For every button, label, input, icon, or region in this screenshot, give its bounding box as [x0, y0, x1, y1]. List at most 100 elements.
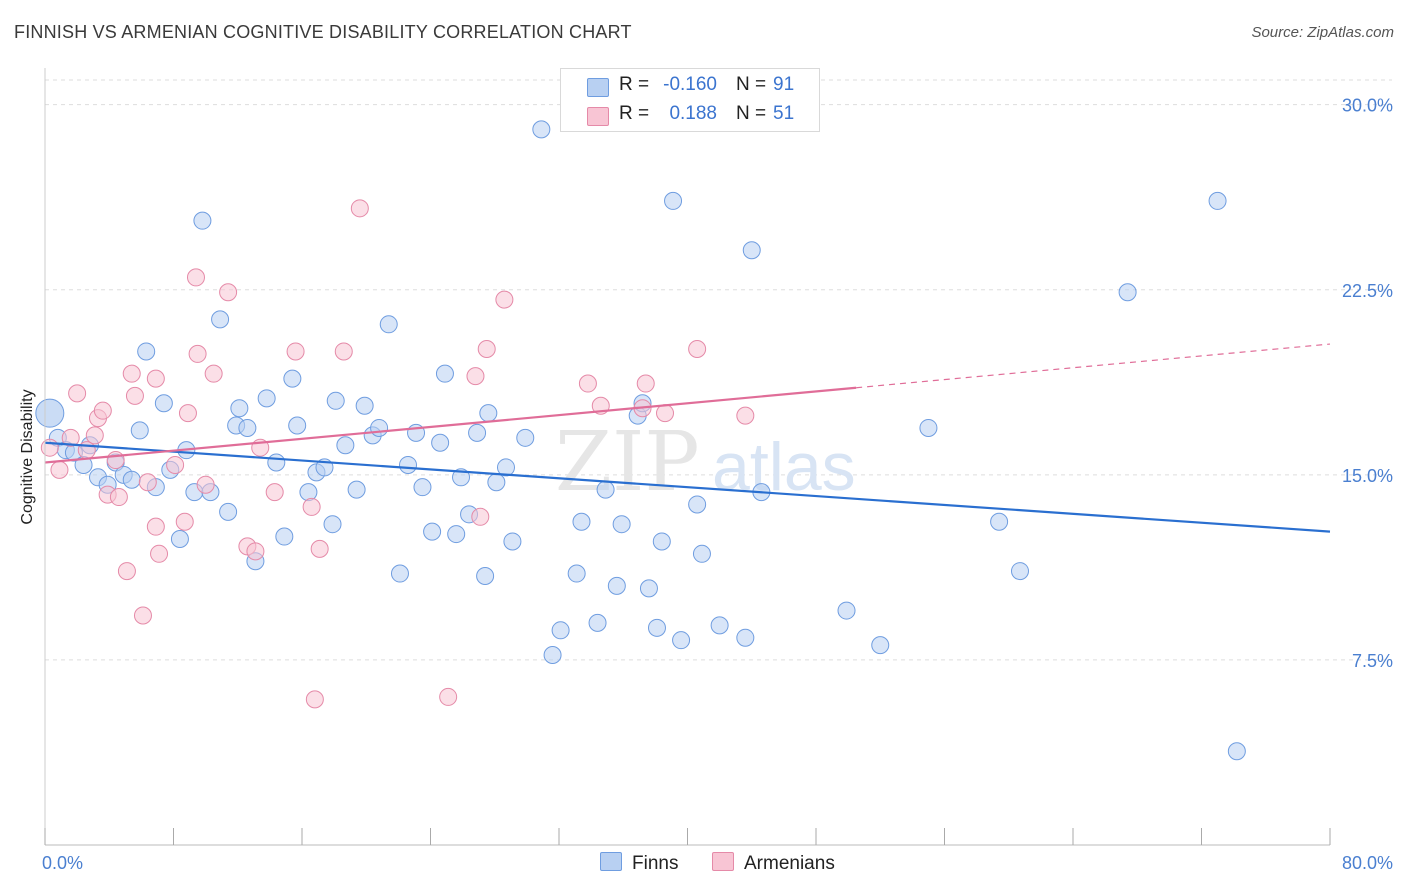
data-point	[154, 394, 173, 413]
data-point	[370, 418, 389, 437]
armenians-legend-swatch	[712, 852, 734, 871]
data-point	[286, 342, 305, 361]
data-point	[551, 621, 570, 640]
data-point	[219, 283, 238, 302]
data-point	[35, 398, 65, 428]
data-point	[379, 315, 398, 334]
correlation-legend: R = -0.160 N = 91 R = 0.188 N = 51	[560, 68, 820, 132]
armenians-legend-label: Armenians	[744, 853, 835, 874]
legend-n-label: N =	[736, 103, 767, 124]
grid: 7.5% 15.0% 22.5% 30.0%	[45, 79, 1393, 671]
trend-line	[44, 386, 857, 464]
bottom-legend-armenians: Armenians	[712, 852, 835, 875]
data-point	[495, 290, 514, 309]
data-point	[334, 342, 353, 361]
data-point	[479, 404, 498, 423]
x-tick-label-min: 0.0%	[42, 853, 83, 873]
y-tick-label: 15.0%	[1342, 466, 1393, 486]
data-point	[476, 567, 495, 586]
data-point	[133, 606, 152, 625]
legend-n-label: N =	[736, 74, 767, 95]
data-point	[390, 564, 409, 583]
legend-row-finns: R = -0.160 N = 91	[561, 71, 819, 101]
data-point	[399, 455, 418, 474]
data-point	[40, 438, 59, 457]
data-point	[246, 542, 265, 561]
data-point	[578, 374, 597, 393]
data-point	[672, 631, 691, 650]
data-point	[146, 369, 165, 388]
legend-n-value: 51	[773, 103, 795, 124]
data-point	[257, 389, 276, 408]
data-point	[238, 418, 257, 437]
data-point	[572, 512, 591, 531]
data-point	[175, 512, 194, 531]
data-point	[496, 458, 515, 477]
data-point	[471, 507, 490, 526]
data-point	[146, 517, 165, 536]
y-tick-label: 30.0%	[1342, 96, 1393, 116]
data-point	[219, 502, 238, 521]
data-point	[736, 406, 755, 425]
finns-legend-swatch	[600, 852, 622, 871]
data-point	[639, 579, 658, 598]
watermark-zip: ZIP	[555, 415, 700, 510]
data-point	[302, 497, 321, 516]
data-point	[652, 532, 671, 551]
data-point	[837, 601, 856, 620]
data-point	[688, 495, 707, 514]
data-point	[612, 515, 631, 534]
data-point	[122, 364, 141, 383]
data-point	[323, 515, 342, 534]
data-point	[413, 478, 432, 497]
data-point	[688, 339, 707, 358]
series-armenians	[40, 199, 755, 709]
data-point	[487, 473, 506, 492]
data-point	[1118, 283, 1137, 302]
data-point	[532, 120, 551, 139]
data-point	[656, 404, 675, 423]
data-point	[125, 386, 144, 405]
data-point	[305, 690, 324, 709]
legend-n-value: 91	[773, 74, 795, 95]
legend-r-label: R =	[619, 74, 650, 95]
data-point	[196, 475, 215, 494]
data-point	[265, 483, 284, 502]
data-point	[299, 483, 318, 502]
data-point	[543, 645, 562, 664]
data-point	[503, 532, 522, 551]
legend-row-armenians: R = 0.188 N = 51	[561, 100, 819, 130]
trend-line	[44, 441, 1331, 533]
data-point	[130, 421, 149, 440]
data-point	[336, 436, 355, 455]
data-point	[170, 530, 189, 548]
data-point	[93, 401, 112, 420]
data-point	[435, 364, 454, 383]
legend-r-value: 0.188	[669, 103, 717, 124]
data-point	[919, 418, 938, 437]
data-point	[588, 613, 607, 632]
data-point	[477, 339, 496, 358]
data-point	[138, 473, 157, 492]
data-point	[355, 396, 374, 415]
data-point	[178, 404, 197, 423]
data-point	[710, 616, 729, 635]
finns-legend-label: Finns	[632, 853, 679, 874]
y-tick-label: 22.5%	[1342, 281, 1393, 301]
data-point	[1208, 191, 1227, 210]
data-point	[647, 618, 666, 637]
data-point	[990, 512, 1009, 531]
data-point	[166, 455, 185, 474]
data-point	[106, 451, 125, 470]
chart-title: FINNISH VS ARMENIAN COGNITIVE DISABILITY…	[14, 22, 632, 42]
watermark-atlas: atlas	[712, 429, 856, 505]
data-point	[1010, 562, 1029, 581]
data-point	[567, 564, 586, 583]
data-point	[447, 525, 466, 544]
data-point	[267, 453, 286, 472]
data-point	[122, 470, 141, 489]
data-point	[466, 367, 485, 386]
bottom-legend-finns: Finns	[600, 852, 678, 875]
y-tick-label: 7.5%	[1352, 651, 1393, 671]
data-point	[150, 544, 169, 563]
